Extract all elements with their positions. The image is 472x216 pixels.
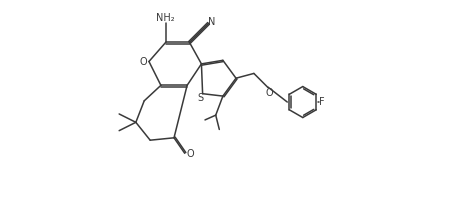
- Text: S: S: [198, 94, 204, 103]
- Text: O: O: [139, 57, 147, 67]
- Text: O: O: [266, 87, 273, 97]
- Text: O: O: [186, 149, 194, 159]
- Text: N: N: [209, 17, 216, 27]
- Text: NH₂: NH₂: [156, 13, 175, 23]
- Text: F: F: [319, 97, 325, 107]
